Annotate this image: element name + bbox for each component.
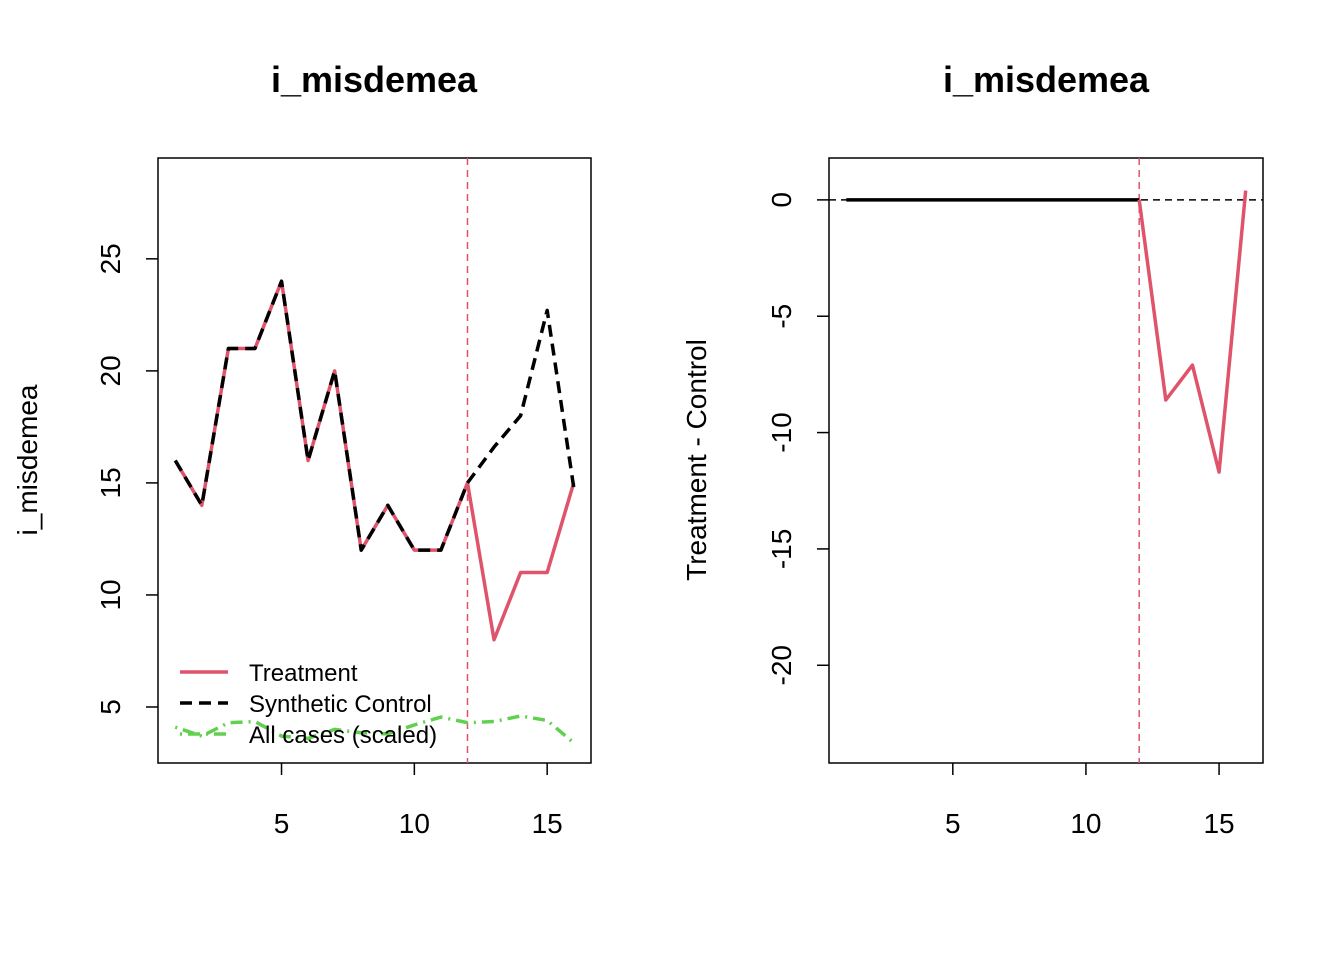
synthetic-control-line: [173, 279, 576, 552]
difference-line-post: [1137, 190, 1248, 474]
left-legend: Treatment Synthetic Control All cases (s…: [180, 660, 437, 749]
right-x-tick-label: 15: [1203, 808, 1234, 839]
right-plot-content: 5 10 15 0 -5 -10 -15 -20: [766, 158, 1263, 839]
left-y-tick-label: 20: [95, 355, 126, 386]
right-x-tick-label: 10: [1070, 808, 1101, 839]
right-y-tick-label: -20: [766, 645, 797, 685]
left-y-axis-label: i_misdemea: [12, 384, 43, 535]
left-plot-frame: [157, 157, 592, 764]
right-panel: i_misdemea Treatment - Control 5 10 15 0 -5 -…: [681, 59, 1264, 839]
legend-treatment-label: Treatment: [249, 660, 358, 687]
left-title: i_misdemea: [271, 59, 478, 100]
left-y-tick-label: 5: [95, 699, 126, 715]
left-x-tick-label: 10: [399, 808, 430, 839]
left-panel: i_misdemea i_misdemea 5 10 15 5 10 15 20 25 Tre…: [12, 59, 592, 839]
right-y-tick-label: 0: [766, 192, 797, 208]
legend-allcases-label: All cases (scaled): [249, 722, 437, 749]
right-x-tick-label: 5: [945, 808, 961, 839]
legend-synthetic-label: Synthetic Control: [249, 691, 432, 718]
right-y-tick-label: -15: [766, 529, 797, 569]
left-y-tick-label: 25: [95, 243, 126, 274]
right-plot-frame: [828, 157, 1264, 764]
left-x-tick-label: 5: [274, 808, 290, 839]
right-y-axis-label: Treatment - Control: [681, 339, 712, 581]
treatment-line: [173, 279, 576, 642]
left-y-tick-label: 10: [95, 579, 126, 610]
right-y-tick-label: -5: [766, 304, 797, 329]
right-title: i_misdemea: [943, 59, 1150, 100]
left-y-tick-label: 15: [95, 467, 126, 498]
all-cases-line: [174, 714, 575, 745]
right-y-tick-label: -10: [766, 412, 797, 452]
left-plot-content: 5 10 15 5 10 15 20 25: [95, 158, 576, 839]
left-x-tick-label: 15: [532, 808, 563, 839]
